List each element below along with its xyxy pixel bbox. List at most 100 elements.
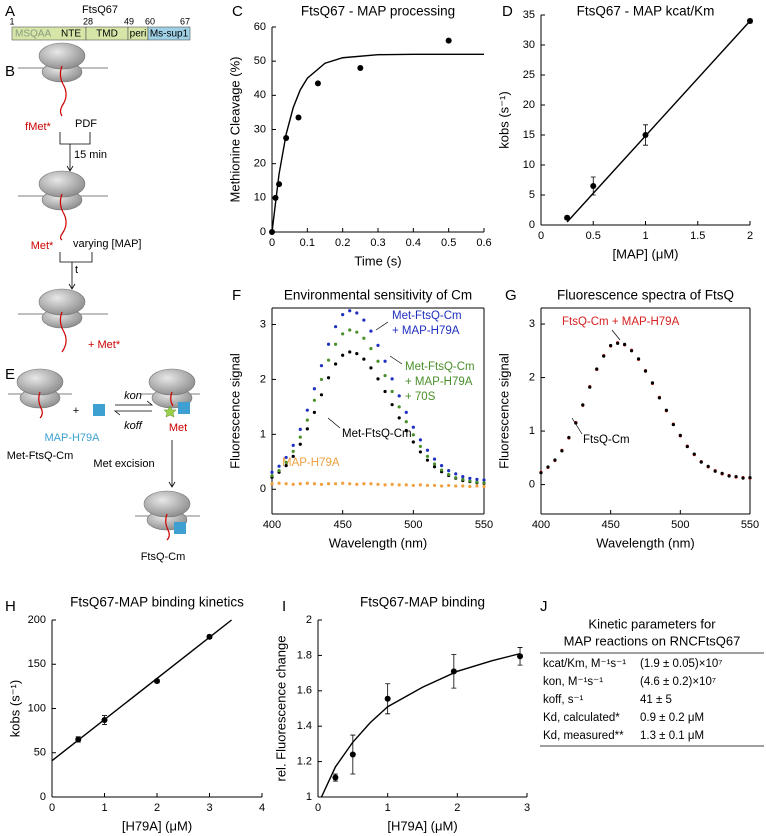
panel-label: I [282,598,286,615]
panel-label: D [502,3,513,20]
bracket-arrow [59,132,91,170]
data-point [326,482,331,486]
data-point [277,481,281,485]
x-tick-label: 500 [404,519,422,531]
data-point [270,482,274,486]
y-tick-label: 30 [523,39,535,51]
chart: Environmental sensitivity of Cm Wavelengt… [227,288,493,551]
data-point [564,214,571,221]
data-point [291,482,295,486]
data-point [390,403,394,407]
data-point [369,329,373,333]
segment-label: NTE [61,29,81,40]
data-point [384,695,391,702]
y-tick-label: 2 [306,614,312,626]
x-tick-label: 1 [642,230,648,242]
map-protein [178,402,190,414]
data-point [390,482,394,486]
y-tick-label: 20 [523,99,535,111]
arrowhead [66,165,74,172]
data-point [326,342,331,346]
data-point [355,351,359,356]
data-point [284,460,288,464]
y-tick-label: 15 [523,129,535,141]
fit-line [320,652,521,798]
data-point [411,440,415,444]
nascent-chain [59,65,67,117]
scheme-label: + Met* [88,339,121,351]
data-point [595,367,599,371]
y-axis-label: Fluorescence signal [227,353,242,469]
data-point [418,450,422,454]
y-tick-label: 0 [260,483,266,495]
data-point [348,482,352,486]
y-tick-label: 150 [28,658,46,670]
y-tick-label: 30 [254,123,266,135]
data-point [440,484,444,488]
data-point [432,457,437,461]
table-cell: Kd, measured** [543,730,624,742]
data-point [383,373,387,378]
data-point [291,443,295,447]
table-cell: Kd, calculated* [543,712,620,724]
data-point [404,428,408,433]
map-protein [174,522,186,534]
data-point [270,473,274,478]
x-tick-label: 0 [315,802,321,814]
data-point [657,396,662,400]
data-point [425,483,430,488]
data-point [341,353,345,357]
y-tick-label: 0 [260,226,266,238]
x-tick-label: 2 [747,230,753,242]
data-point [312,410,316,414]
cm-probe [163,405,177,418]
data-point [355,482,359,486]
nascent-chain [165,513,170,541]
data-point [319,364,324,368]
y-axis-label: Methionine Cleavage (%) [227,57,242,203]
data-point [383,359,387,363]
y-tick-label: 100 [28,702,46,714]
scheme-label: kon [124,390,142,402]
data-point [581,403,585,407]
data-point [404,483,408,487]
data-point [319,482,324,486]
fit-line [271,53,484,233]
leader-line [571,417,583,435]
data-point [369,366,373,370]
x-tick-label: 0 [538,230,544,242]
series-label: Met-FtsQ-Cm [392,310,462,322]
data-point [298,442,302,446]
data-point [454,476,458,480]
data-point [312,482,316,486]
data-point [567,435,571,440]
equilibrium-arrows [113,400,154,416]
data-point [295,114,302,121]
scheme-label: + [73,405,79,417]
chart: FtsQ67-MAP binding kinetics [H79A] (μM) ko… [7,595,265,834]
scheme-label: PDF [75,118,97,130]
data-point [713,469,717,473]
x-axis-label: Time (s) [354,253,401,268]
chart: Fluorescence spectra of FtsQ Wavelength (… [496,288,759,551]
nascent-chain [170,391,174,407]
segment-label: TMD [96,29,118,40]
panel-label: E [5,366,15,383]
data-point [341,481,345,485]
scheme-label: MAP-H79A [44,432,100,444]
data-point [357,65,364,71]
position: 67 [180,16,190,26]
y-tick-label: 2 [529,371,535,383]
y-tick-label: 5 [529,189,535,201]
nascent-chain [59,311,67,353]
scheme-label: t [75,264,78,276]
segment-label: peri [130,29,147,40]
x-tick-label: 550 [475,519,493,531]
data-point [482,484,486,489]
data-point [411,483,415,488]
y-axis-label: Fluorescence signal [496,353,511,469]
data-point [447,483,451,488]
data-point [553,458,557,462]
panel-label: C [232,3,243,20]
panel-label: B [5,63,15,80]
